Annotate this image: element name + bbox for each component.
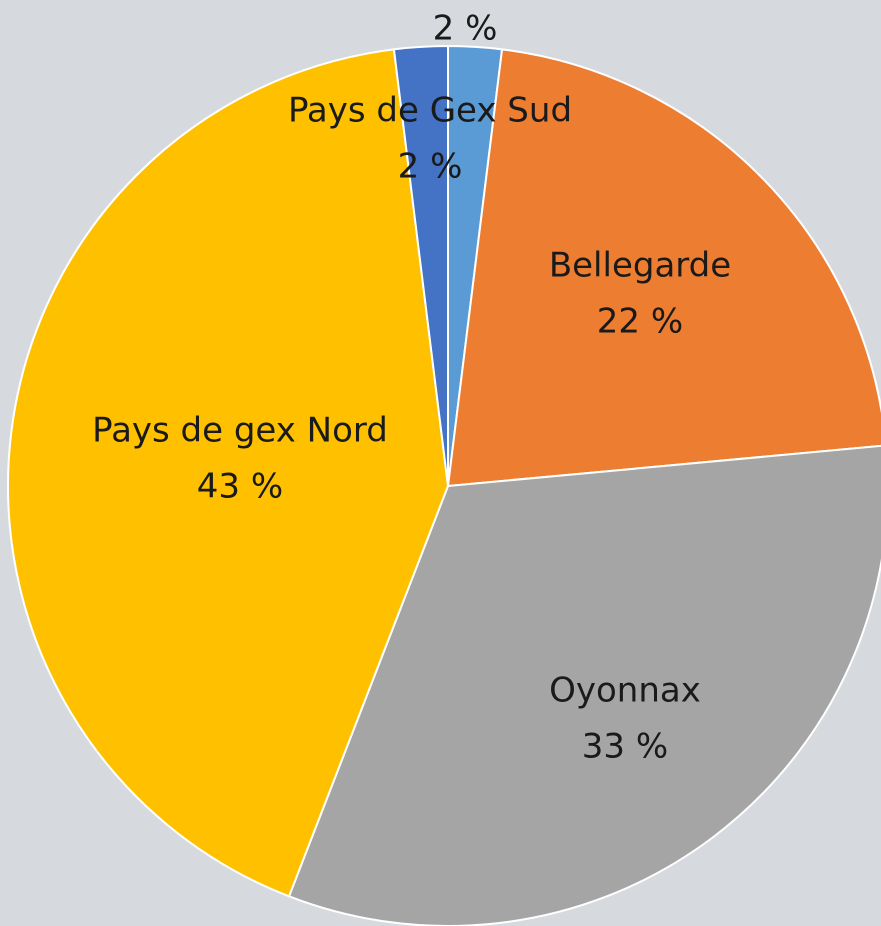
slice-label: Pays de gex Nord [92,411,388,451]
value-label: 2 % [398,147,463,187]
slice-label: Bellegarde [549,246,731,286]
value-label: 33 % [582,727,668,767]
pie-slice [287,444,881,926]
value-label: 43 % [197,467,283,507]
value-label: 22 % [597,302,683,342]
value-label: 2 % [433,9,498,49]
pie-slice [7,48,450,898]
slice-label: Oyonnax [549,671,701,711]
pie-slice [446,48,881,488]
pie-slice [392,44,449,487]
slice-label: Pays de Gex Sud [288,91,572,131]
